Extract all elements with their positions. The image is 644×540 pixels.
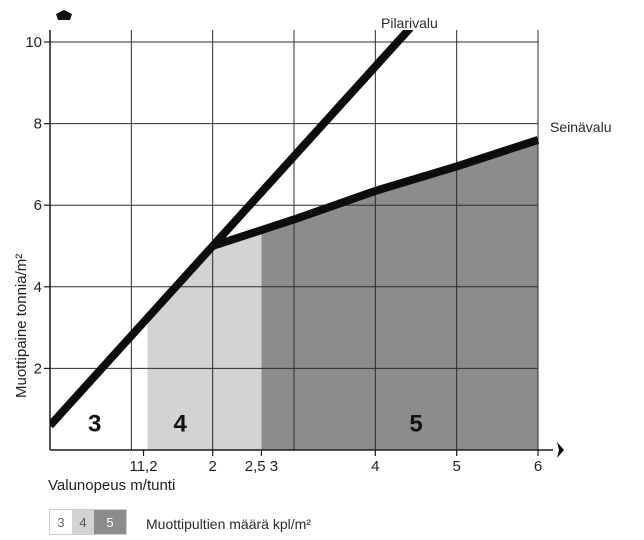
y-axis-title: Muottipaine tonnia/m²: [13, 254, 30, 398]
zone-labels-layer: 3 4 5: [88, 410, 423, 437]
axes-layer: [49, 10, 564, 458]
zone-5: [261, 139, 538, 451]
zone-4: [147, 230, 262, 450]
series-label-2: Seinävalu: [550, 119, 612, 135]
y-tick-label: 8: [34, 116, 42, 133]
x-tick-label: 11,2: [129, 458, 157, 475]
legend-title: Muottipultien määrä kpl/m²: [146, 516, 311, 532]
x-tick-label: 2: [208, 458, 216, 475]
legend-swatch-4: [72, 510, 94, 534]
x-axis-title: Valunopeus m/tunti: [48, 477, 175, 494]
x-tick-label: 4: [371, 458, 379, 475]
y-tick-label: 2: [34, 360, 42, 377]
series-line-2: [211, 136, 540, 250]
x-tick-label: 2,5 3: [245, 458, 278, 475]
legend-swatch-3: [50, 510, 72, 534]
zone-label-3: 3: [88, 410, 101, 437]
series-layer: Pilarivalu Seinävalu: [50, 15, 612, 429]
legend-swatch-label-3: 3: [57, 515, 64, 530]
ticks-layer: 2 4 6 8 10 11,2 2 2,5 3 4 5 6: [25, 34, 542, 475]
series-label-1: Pilarivalu: [381, 15, 438, 31]
y-tick-label: 4: [34, 279, 42, 296]
x-tick-label: 5: [452, 458, 460, 475]
y-tick-label: 10: [25, 34, 42, 51]
legend-swatch-5: [94, 510, 126, 534]
x-axis-arrow-icon: [557, 442, 564, 458]
legend-swatch-label-5: 5: [106, 515, 113, 530]
y-tick-label: 6: [34, 197, 42, 214]
zone-label-4: 4: [173, 410, 187, 437]
grid-layer: [50, 30, 539, 450]
zone-label-5: 5: [409, 410, 422, 437]
legend-swatch-label-4: 4: [79, 515, 86, 530]
zone-3: [50, 317, 148, 450]
zones-layer: [50, 139, 538, 451]
x-tick-label: 6: [534, 458, 542, 475]
y-axis-arrow-icon: [56, 10, 72, 20]
